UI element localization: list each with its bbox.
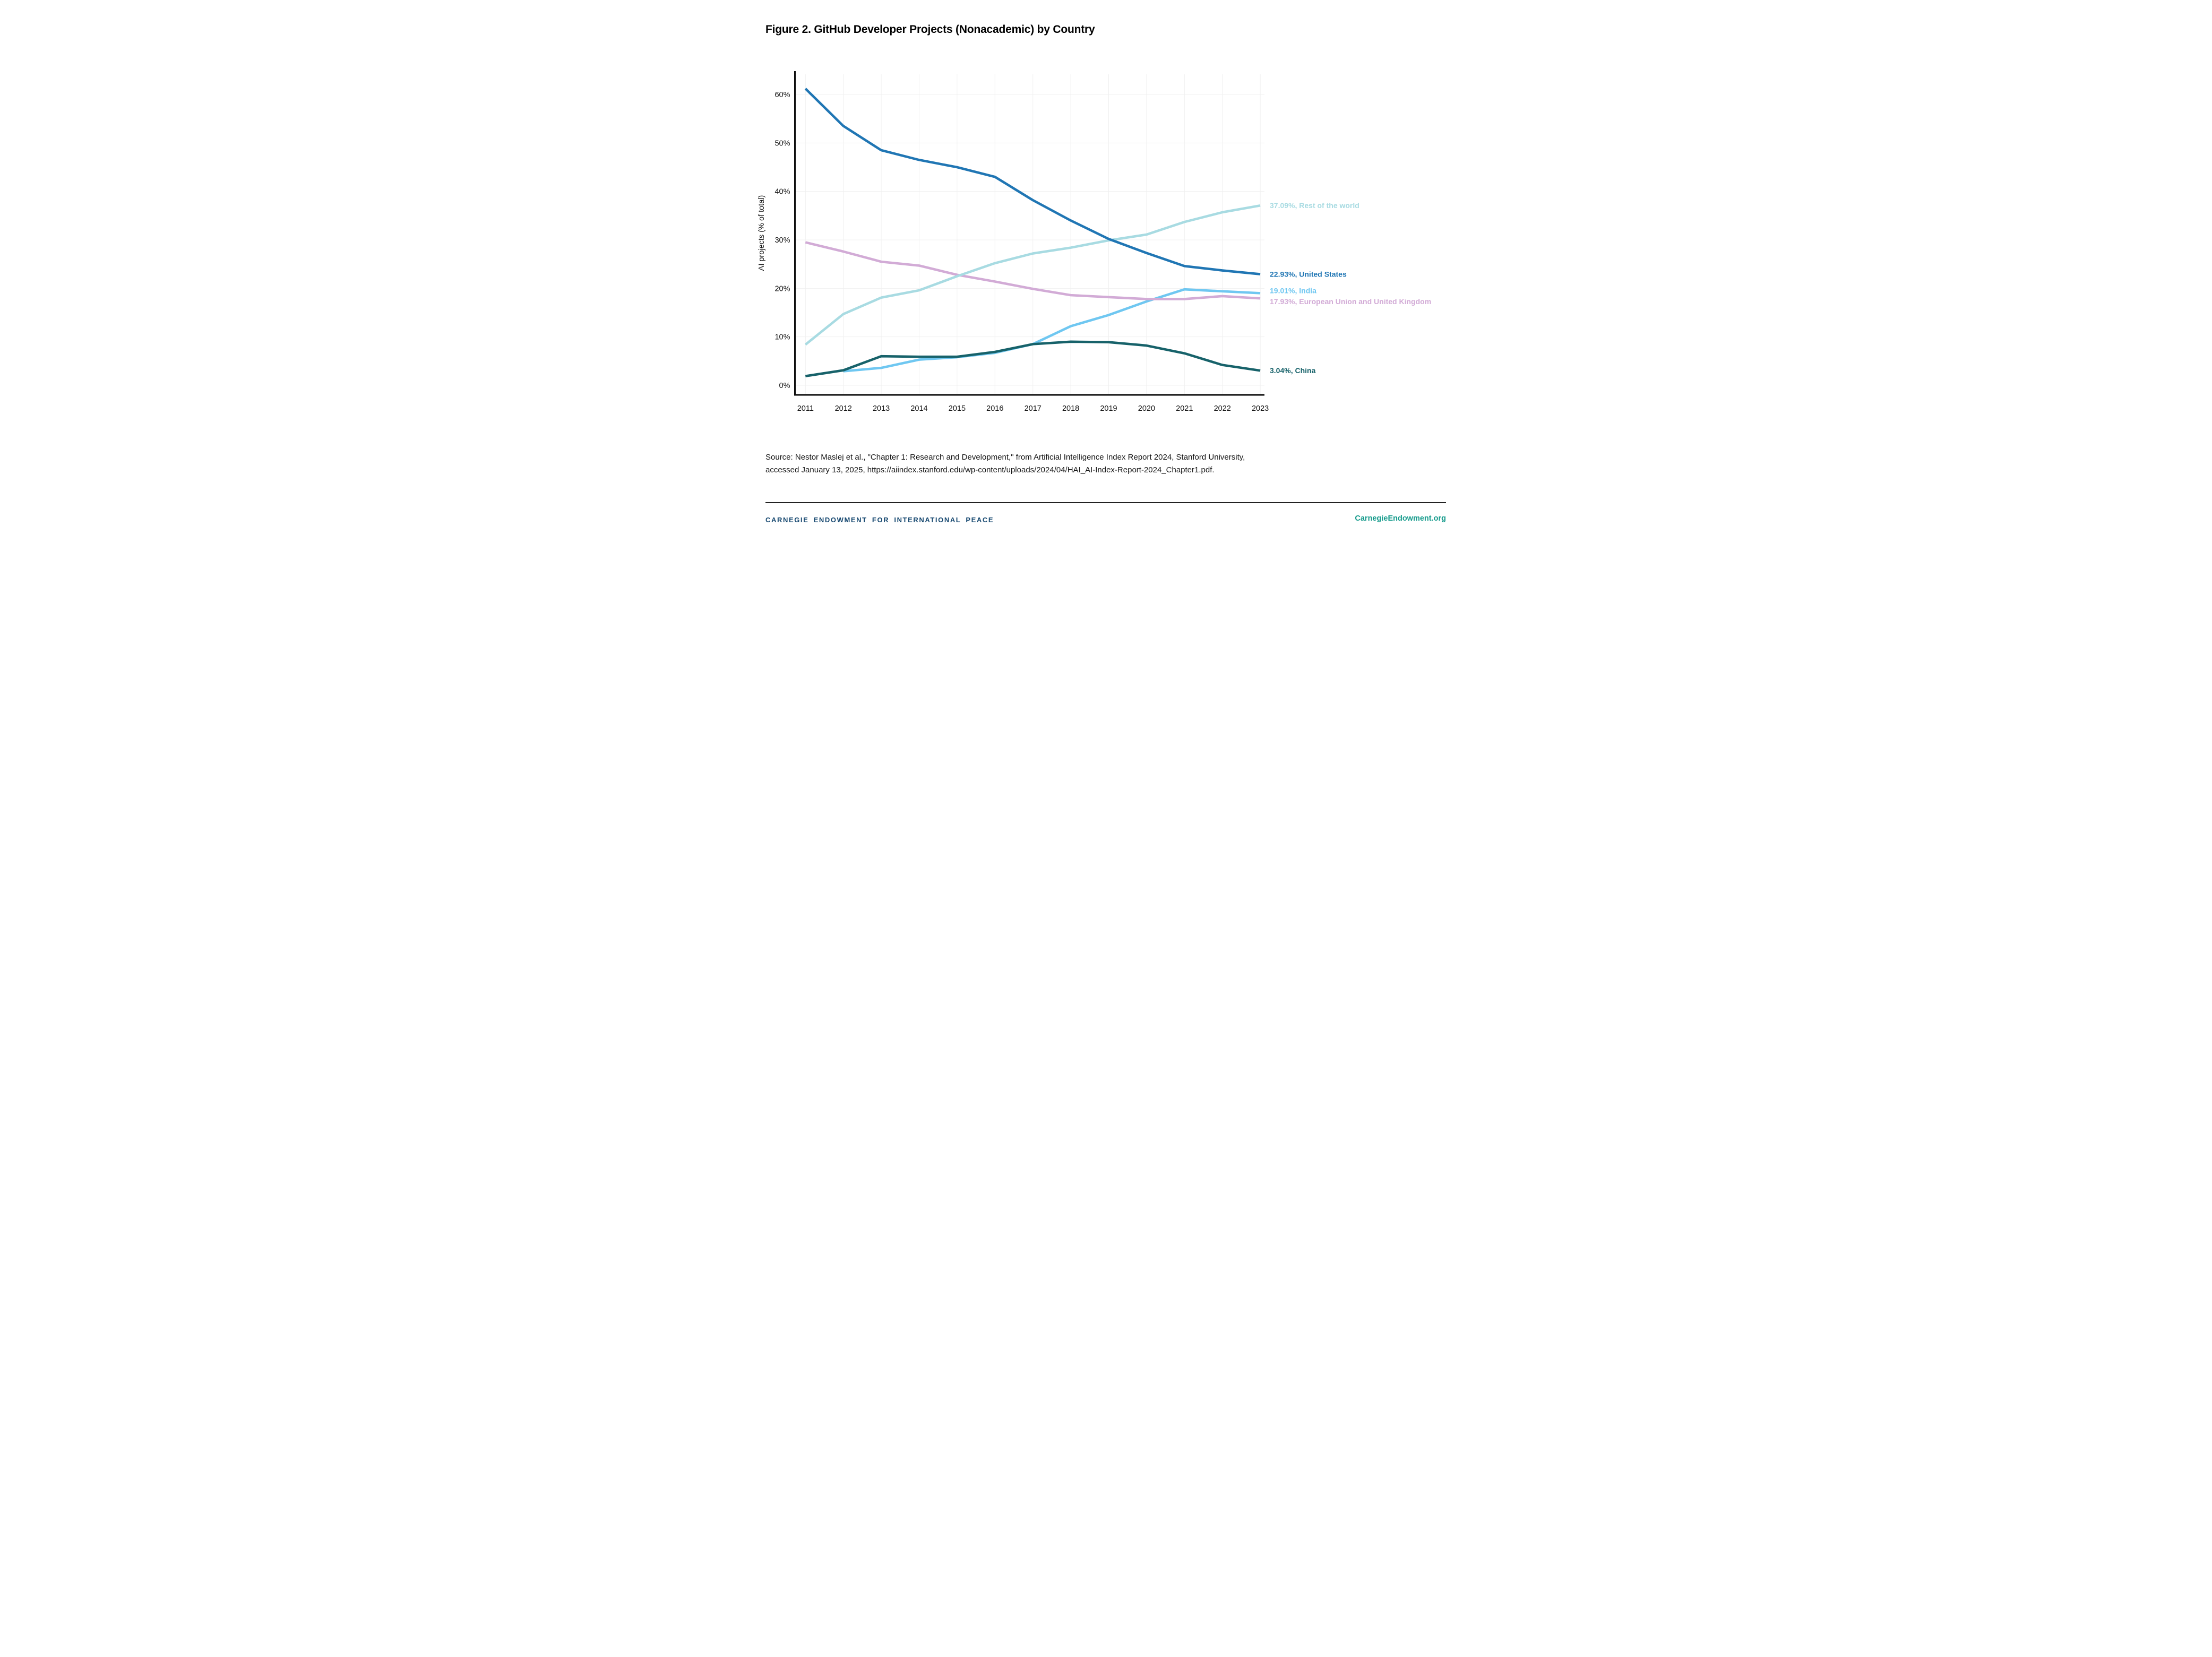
series-line-rest-of-the-world bbox=[804, 204, 1261, 346]
series-line-european-union-and-united-kingdom bbox=[805, 241, 1261, 300]
y-tick-label: 30% bbox=[774, 236, 790, 245]
source-line-1: Source: Nestor Maslej et al., "Chapter 1… bbox=[765, 453, 1245, 462]
x-tick-label: 2023 bbox=[1252, 404, 1269, 413]
y-axis-title: AI projects (% of total) bbox=[758, 195, 766, 271]
source-line-2: accessed January 13, 2025, https://aiind… bbox=[765, 465, 1215, 474]
x-tick-label: 2020 bbox=[1138, 404, 1155, 413]
figure-title: Figure 2. GitHub Developer Projects (Non… bbox=[765, 23, 1095, 36]
footer-divider bbox=[765, 502, 1446, 503]
x-tick-label: 2021 bbox=[1176, 404, 1193, 413]
series-label-european-union-and-united-kingdom: 17.93%, European Union and United Kingdo… bbox=[1270, 297, 1431, 306]
y-tick-label: 10% bbox=[774, 333, 790, 342]
series-label-china: 3.04%, China bbox=[1270, 366, 1316, 375]
series-line-india bbox=[843, 288, 1261, 373]
y-tick-label: 60% bbox=[774, 91, 790, 99]
x-tick-label: 2018 bbox=[1062, 404, 1079, 413]
x-tick-label: 2013 bbox=[873, 404, 890, 413]
page: Figure 2. GitHub Developer Projects (Non… bbox=[737, 0, 1475, 553]
series-label-india: 19.01%, India bbox=[1270, 286, 1316, 295]
org-website-link[interactable]: CarnegieEndowment.org bbox=[1355, 514, 1446, 523]
x-tick-label: 2012 bbox=[835, 404, 852, 413]
chart-area: 19.01%, India 3.04%, China 17.93%, Europea… bbox=[737, 0, 1475, 425]
x-tick-label: 2015 bbox=[949, 404, 966, 413]
x-tick-label: 2017 bbox=[1025, 404, 1042, 413]
x-tick-label: 2016 bbox=[986, 404, 1003, 413]
y-tick-label: 40% bbox=[774, 188, 790, 196]
y-tick-label: 20% bbox=[774, 284, 790, 293]
org-name: CARNEGIE ENDOWMENT FOR INTERNATIONAL PEA… bbox=[765, 516, 994, 524]
x-tick-label: 2011 bbox=[797, 404, 814, 413]
x-tick-label: 2019 bbox=[1100, 404, 1117, 413]
series-label-rest-of-the-world: 37.09%, Rest of the world bbox=[1270, 201, 1359, 210]
series-line-united-states bbox=[804, 88, 1261, 275]
x-tick-label: 2022 bbox=[1214, 404, 1231, 413]
series-line-china bbox=[805, 340, 1261, 377]
y-tick-label: 50% bbox=[774, 139, 790, 148]
y-tick-label: 0% bbox=[779, 382, 790, 390]
source-note: Source: Nestor Maslej et al., "Chapter 1… bbox=[765, 451, 1429, 477]
series-label-united-states: 22.93%, United States bbox=[1270, 270, 1347, 279]
line-chart: 19.01%, India 3.04%, China 17.93%, Europea… bbox=[758, 71, 1431, 413]
x-tick-label: 2014 bbox=[910, 404, 927, 413]
